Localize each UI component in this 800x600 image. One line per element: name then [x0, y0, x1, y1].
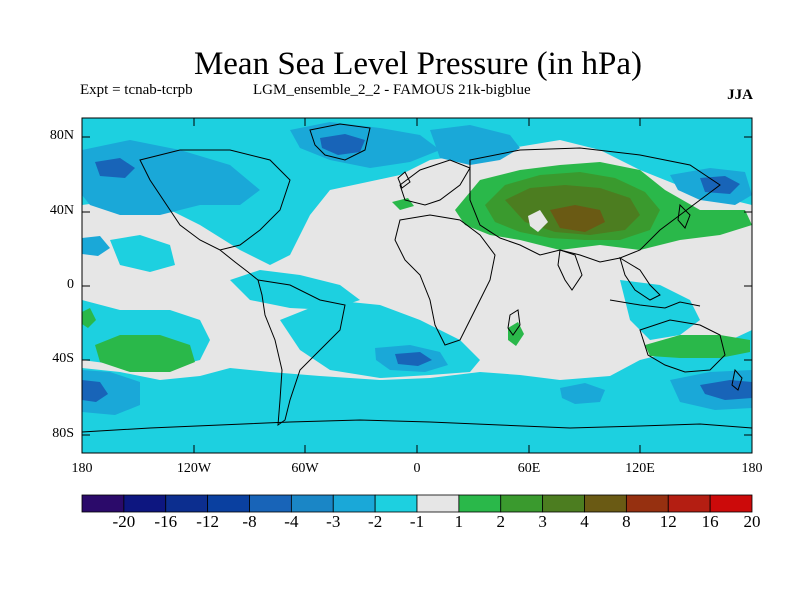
colorbar-label: 12	[659, 512, 677, 531]
contour-south-pacific-high	[95, 335, 195, 372]
colorbar-label: 2	[496, 512, 506, 531]
axis-ticks	[82, 118, 752, 453]
y-tick-label: 40S	[52, 351, 74, 366]
colorbar-label: 3	[538, 512, 547, 531]
colorbar-swatch	[625, 494, 669, 513]
coast-asia	[469, 147, 721, 263]
x-tick-label: 60W	[291, 461, 319, 476]
contour-africa-spot	[508, 322, 524, 346]
colorbar-swatch	[290, 494, 334, 513]
colorbar-label: -1	[409, 512, 425, 531]
colorbar-swatch	[542, 494, 585, 513]
colorbar-label: 20	[743, 512, 761, 531]
colorbar-label: -12	[196, 512, 219, 531]
x-tick-label: 180	[741, 461, 763, 476]
colorbar-swatch	[416, 494, 460, 513]
colorbar-label: 1	[454, 512, 464, 531]
contour-asian-gap	[528, 210, 548, 232]
colorbar-swatch	[207, 494, 250, 513]
contour-australia-high	[645, 335, 750, 358]
colorbar-label: 16	[701, 512, 719, 531]
contour-greenland-core	[320, 134, 365, 155]
colorbar-swatch	[458, 494, 502, 513]
colorbar-label: 4	[580, 512, 589, 531]
x-tick-label: 0	[413, 461, 421, 476]
coast-south-america	[257, 279, 346, 427]
colorbar-label: -8	[242, 512, 257, 531]
colorbar-label: -3	[326, 512, 341, 531]
contour-greenland-low	[290, 122, 440, 168]
colorbar-swatch	[667, 494, 711, 513]
colorbar-swatch	[584, 494, 627, 513]
x-tick-label: 120W	[176, 461, 212, 476]
coast-indonesia	[609, 299, 701, 309]
colorbar-swatch	[123, 494, 167, 513]
coast-japan	[677, 203, 691, 229]
contour-north-pacific-low	[82, 140, 260, 215]
season-label: JJA	[727, 87, 753, 103]
contour-southern-ocean-core	[700, 380, 752, 400]
contour-east-pacific	[110, 235, 175, 272]
coast-australia	[639, 319, 726, 373]
coast-uk	[397, 171, 411, 189]
coast-new-zealand	[731, 368, 743, 391]
ensemble-label: LGM_ensemble_2_2 - FAMOUS 21k-bigblue	[253, 82, 531, 98]
coast-africa	[394, 214, 496, 346]
y-tick-label: 80N	[49, 128, 74, 143]
map-title: Mean Sea Level Pressure (in hPa)	[193, 46, 643, 82]
colorbar-label: -4	[284, 512, 299, 531]
coast-madagascar	[507, 309, 521, 336]
x-tick-label: 120E	[625, 461, 655, 476]
colorbar-swatch	[81, 494, 125, 513]
contour-south-pacific-low	[82, 370, 140, 415]
contour-indian-spot	[82, 308, 96, 328]
coast-north-america	[139, 149, 291, 251]
colorbar-swatch	[165, 494, 209, 513]
colorbar-swatch	[500, 494, 544, 513]
contour-tasman-low	[560, 383, 605, 404]
colorbar-label: -16	[154, 512, 178, 531]
colorbar-label: -2	[368, 512, 383, 531]
colorbar-swatch	[249, 494, 292, 513]
coast-antarctica	[82, 419, 752, 433]
coast-central-america	[219, 249, 259, 281]
x-tick-label: 60E	[517, 461, 541, 476]
contour-east-atlantic-low	[82, 236, 110, 256]
x-tick-label: 180	[71, 461, 93, 476]
contour-asian-high-core	[550, 205, 605, 232]
coast-greenland	[309, 123, 371, 161]
contour-west-pacific	[620, 280, 700, 340]
contour-south-atlantic-core	[395, 352, 432, 366]
colorbar-swatch	[374, 494, 418, 513]
coast-southeast-asia	[619, 256, 661, 301]
y-tick-label: 80S	[52, 426, 74, 441]
colorbar-swatch	[332, 494, 376, 513]
contour-south-pacific-core	[82, 380, 108, 402]
colorbar-label: -20	[112, 512, 136, 531]
colorbar-label: 8	[622, 512, 631, 531]
y-tick-label: 0	[67, 277, 74, 292]
contour-north-pacific-core	[95, 158, 135, 178]
experiment-label: Expt = tcnab-tcrpb	[80, 82, 193, 98]
contour-south-polar	[82, 330, 752, 453]
y-tick-label: 40N	[49, 203, 74, 218]
colorbar-swatch	[709, 494, 753, 513]
coast-europe	[399, 159, 471, 206]
coast-india	[557, 249, 583, 291]
